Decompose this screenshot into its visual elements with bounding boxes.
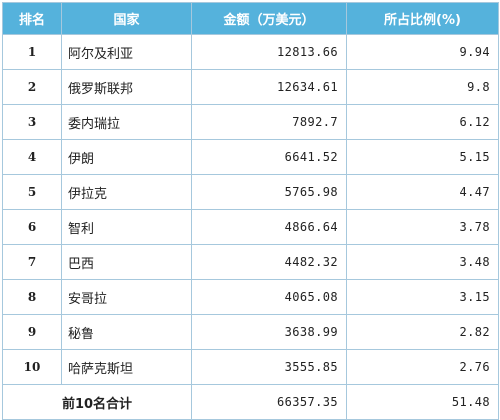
amount-cell: 4482.32 — [191, 244, 347, 280]
share-cell: 3.15 — [346, 279, 499, 315]
country-cell: 安哥拉 — [61, 279, 192, 315]
rank-cell: 3 — [2, 104, 62, 140]
share-cell: 3.78 — [346, 209, 499, 245]
total-amount-cell: 66357.35 — [191, 384, 347, 420]
rank-cell: 6 — [2, 209, 62, 245]
table-row: 3 委内瑞拉 7892.7 6.12 — [2, 104, 499, 140]
amount-cell: 6641.52 — [191, 139, 347, 175]
table-header-row: 排名 国家 金额（万美元） 所占比例(%) — [2, 2, 499, 35]
country-cell: 哈萨克斯坦 — [61, 349, 192, 385]
rank-cell: 5 — [2, 174, 62, 210]
country-cell: 伊拉克 — [61, 174, 192, 210]
table-row: 8 安哥拉 4065.08 3.15 — [2, 279, 499, 315]
total-label-cell: 前10名合计 — [2, 384, 192, 420]
amount-cell: 12813.66 — [191, 34, 347, 70]
table-total-row: 前10名合计 66357.35 51.48 — [2, 384, 499, 420]
table-row: 5 伊拉克 5765.98 4.47 — [2, 174, 499, 210]
country-cell: 俄罗斯联邦 — [61, 69, 192, 105]
amount-cell: 3555.85 — [191, 349, 347, 385]
header-share: 所占比例(%) — [346, 2, 499, 35]
country-cell: 伊朗 — [61, 139, 192, 175]
share-cell: 9.8 — [346, 69, 499, 105]
rank-cell: 10 — [2, 349, 62, 385]
country-cell: 阿尔及利亚 — [61, 34, 192, 70]
share-cell: 2.76 — [346, 349, 499, 385]
amount-cell: 4866.64 — [191, 209, 347, 245]
amount-cell: 4065.08 — [191, 279, 347, 315]
total-share-cell: 51.48 — [346, 384, 499, 420]
table-row: 4 伊朗 6641.52 5.15 — [2, 139, 499, 175]
table-row: 9 秘鲁 3638.99 2.82 — [2, 314, 499, 350]
rank-cell: 8 — [2, 279, 62, 315]
share-cell: 9.94 — [346, 34, 499, 70]
table-row: 10 哈萨克斯坦 3555.85 2.76 — [2, 349, 499, 385]
share-cell: 4.47 — [346, 174, 499, 210]
share-cell: 3.48 — [346, 244, 499, 280]
share-cell: 2.82 — [346, 314, 499, 350]
amount-cell: 5765.98 — [191, 174, 347, 210]
table-row: 7 巴西 4482.32 3.48 — [2, 244, 499, 280]
amount-cell: 12634.61 — [191, 69, 347, 105]
rank-cell: 7 — [2, 244, 62, 280]
table-row: 2 俄罗斯联邦 12634.61 9.8 — [2, 69, 499, 105]
rank-cell: 4 — [2, 139, 62, 175]
country-cell: 秘鲁 — [61, 314, 192, 350]
rank-cell: 1 — [2, 34, 62, 70]
header-amount: 金额（万美元） — [191, 2, 347, 35]
table-row: 6 智利 4866.64 3.78 — [2, 209, 499, 245]
country-cell: 智利 — [61, 209, 192, 245]
country-cell: 巴西 — [61, 244, 192, 280]
country-cell: 委内瑞拉 — [61, 104, 192, 140]
rank-cell: 2 — [2, 69, 62, 105]
rank-cell: 9 — [2, 314, 62, 350]
table-row: 1 阿尔及利亚 12813.66 9.94 — [2, 34, 499, 70]
amount-cell: 3638.99 — [191, 314, 347, 350]
header-country: 国家 — [61, 2, 192, 35]
share-cell: 6.12 — [346, 104, 499, 140]
amount-cell: 7892.7 — [191, 104, 347, 140]
share-cell: 5.15 — [346, 139, 499, 175]
header-rank: 排名 — [2, 2, 62, 35]
